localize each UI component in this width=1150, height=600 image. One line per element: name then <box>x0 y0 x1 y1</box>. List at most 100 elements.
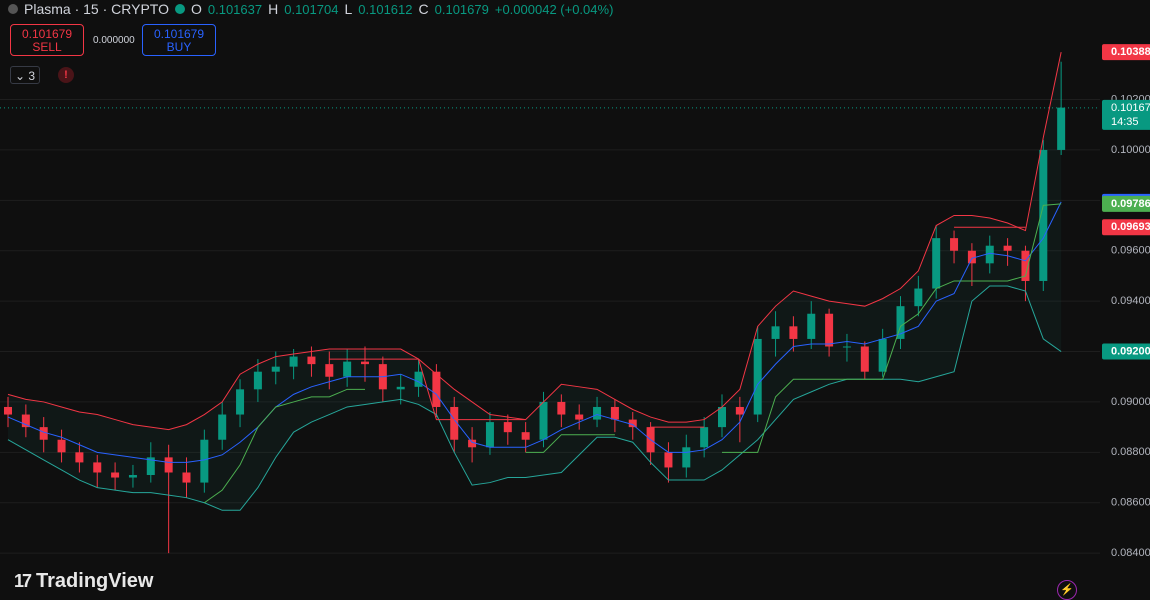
candle-body <box>1039 149 1048 281</box>
ohlc-key: C <box>418 1 429 17</box>
candle-body <box>361 361 369 365</box>
candle-body <box>39 427 48 440</box>
logo-text: TradingView <box>36 570 154 592</box>
logo[interactable]: 17 TradingView <box>14 570 153 593</box>
candle-body <box>521 432 530 440</box>
indicator-count: 3 <box>28 69 36 83</box>
band-fill <box>8 52 1062 511</box>
price-badge <box>1102 99 1150 130</box>
candle-body <box>57 439 66 453</box>
candle-body <box>1021 250 1030 281</box>
indicators-toggle[interactable]: ⌄ 3 <box>10 66 40 84</box>
change: +0.000042 (+0.04%) <box>494 1 614 17</box>
bolt-icon[interactable]: ⚡ <box>1057 580 1077 600</box>
candle-body <box>878 338 887 372</box>
ohlc-value: 0.101704 <box>284 1 339 17</box>
candle-body <box>468 439 477 448</box>
candle-body <box>432 371 441 407</box>
candle-body <box>1003 245 1012 251</box>
candle-body <box>325 364 334 377</box>
candle-body <box>932 238 941 289</box>
candle-body <box>93 462 102 473</box>
candle-body <box>807 313 816 339</box>
ohlc-key: O <box>190 1 202 17</box>
y-tick-label: 0.08400 <box>1111 547 1150 559</box>
buy-price: 0.101679 <box>153 27 205 41</box>
candle-body <box>610 406 619 420</box>
candle-body <box>111 472 120 478</box>
candle-body <box>575 414 584 420</box>
price-badge <box>1102 195 1150 212</box>
candle-body <box>753 338 762 415</box>
price-badge-label: 0.10388 <box>1111 46 1150 58</box>
price-badge <box>1102 219 1150 236</box>
candle-body <box>485 422 494 448</box>
sell-label: SELL <box>32 40 62 54</box>
candle-body <box>985 245 994 264</box>
indicator-line <box>525 434 615 453</box>
spread: 0.000000 <box>93 35 135 46</box>
candle-body <box>414 371 423 387</box>
sell-button[interactable]: 0.101679 SELL <box>10 24 84 56</box>
ohlc-value: 0.101612 <box>358 1 413 17</box>
y-tick-label: 0.09400 <box>1111 295 1150 307</box>
header: Plasma · 15 · CRYPTO O 0.101637 H 0.101704… <box>8 0 613 18</box>
candle-body <box>539 401 548 440</box>
price-badge-label: 0.10167 <box>1111 102 1150 114</box>
candle-body <box>860 346 869 372</box>
price-badge-label: 0.09200 <box>1111 345 1150 357</box>
buy-button[interactable]: 0.101679 BUY <box>142 24 216 56</box>
candle-body <box>343 361 352 377</box>
candle-body <box>253 371 262 390</box>
ohlc-key: L <box>344 1 353 17</box>
candle-body <box>21 414 30 428</box>
y-tick-label: 0.10000 <box>1111 144 1150 156</box>
candle-body <box>128 475 137 478</box>
y-tick-label: 0.09600 <box>1111 245 1150 257</box>
symbol-title[interactable]: Plasma · 15 · CRYPTO <box>24 1 169 17</box>
price-badge <box>1102 343 1150 360</box>
candle-body <box>914 288 923 307</box>
ohlc-value: 0.101637 <box>207 1 263 17</box>
candle-body <box>825 313 834 347</box>
candle-body <box>789 326 798 339</box>
candle-body <box>735 406 744 415</box>
candle-body <box>771 326 780 339</box>
candle-body <box>896 306 905 339</box>
candle-body <box>271 366 280 372</box>
indicator-line <box>204 388 365 504</box>
symbol-icon <box>8 4 18 14</box>
candle-body <box>396 386 405 390</box>
candle-body <box>718 406 726 428</box>
candle-body <box>307 356 316 365</box>
candle-body <box>236 389 245 415</box>
sell-price: 0.101679 <box>21 27 73 41</box>
y-tick-label: 0.08800 <box>1111 446 1150 458</box>
y-tick-label: 0.09000 <box>1111 396 1150 408</box>
candle-body <box>950 238 959 251</box>
buy-label: BUY <box>166 40 192 54</box>
indicator-line <box>7 285 1062 511</box>
candle-body <box>967 250 976 264</box>
candle-body <box>289 356 298 367</box>
warning-icon[interactable]: ! <box>58 67 74 83</box>
candle-body <box>75 452 84 463</box>
countdown: 14:35 <box>1111 116 1139 128</box>
status-dot <box>174 4 185 14</box>
price-badge-label: 0.09693 <box>1111 221 1150 233</box>
candle-body <box>503 422 512 433</box>
logo-mark: 17 <box>14 571 32 591</box>
candle-body <box>700 427 709 448</box>
candle-body <box>628 419 637 428</box>
ohlc-value: 0.101679 <box>434 1 489 17</box>
candle-body <box>1057 107 1066 150</box>
candle-body <box>218 414 227 440</box>
ohlc-key: H <box>268 1 279 17</box>
candle-body <box>182 472 191 483</box>
indicator-line <box>329 358 526 421</box>
candle-body <box>4 406 12 415</box>
candle-body <box>200 439 209 483</box>
candle-body <box>682 447 691 468</box>
